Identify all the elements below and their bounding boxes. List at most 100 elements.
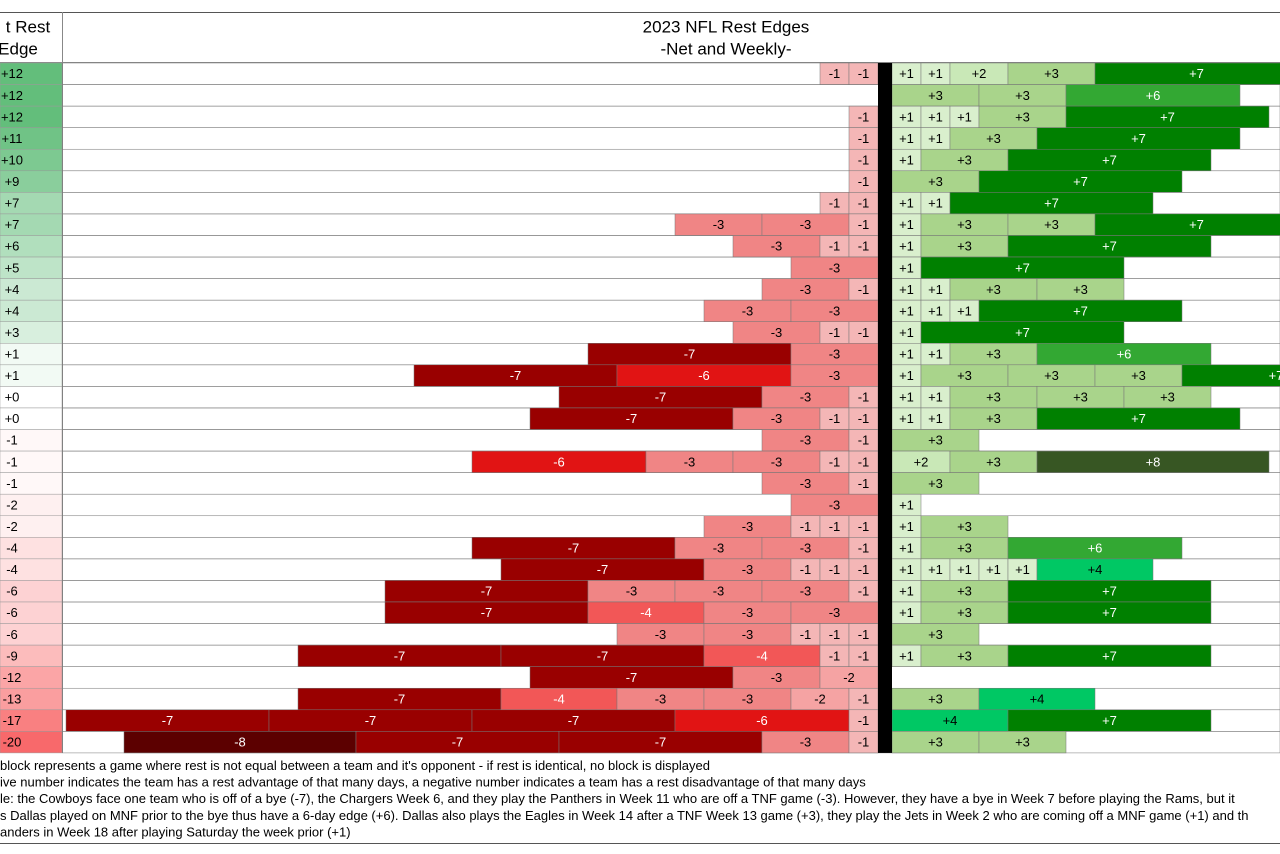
net-value: -1 <box>6 454 18 469</box>
rest-label: -3 <box>742 303 754 318</box>
rest-label: +1 <box>899 217 914 232</box>
rest-label: +7 <box>1073 174 1088 189</box>
note: ive number indicates the team has a rest… <box>0 775 866 790</box>
rest-label: -1 <box>858 282 870 297</box>
net-header: Edge <box>0 39 38 58</box>
rest-label: +3 <box>928 735 943 750</box>
rest-label: +1 <box>928 411 943 426</box>
rest-label: -1 <box>829 239 841 254</box>
rest-label: +1 <box>986 562 1001 577</box>
zero-divider <box>878 63 892 753</box>
rest-label: -3 <box>829 605 841 620</box>
rest-label: +3 <box>1015 109 1030 124</box>
rest-label: -6 <box>698 368 710 383</box>
title: 2023 NFL Rest Edges <box>643 17 810 36</box>
rest-label: -1 <box>829 66 841 81</box>
rest-label: +3 <box>1015 88 1030 103</box>
rest-label: -1 <box>829 562 841 577</box>
rest-label: +1 <box>899 346 914 361</box>
rest-label: +1 <box>899 605 914 620</box>
rest-label: +7 <box>1131 131 1146 146</box>
rest-label: -3 <box>800 476 812 491</box>
rest-label: -3 <box>713 584 725 599</box>
rest-label: -1 <box>858 390 870 405</box>
rest-label: -3 <box>800 282 812 297</box>
rest-label: -1 <box>858 735 870 750</box>
rest-label: -3 <box>655 691 667 706</box>
rest-label: +3 <box>1160 390 1175 405</box>
rest-label: -1 <box>858 648 870 663</box>
rest-label: +3 <box>1131 368 1146 383</box>
note: block represents a game where rest is no… <box>0 758 710 773</box>
rest-label: -3 <box>713 217 725 232</box>
rest-label: +1 <box>899 368 914 383</box>
rest-label: -1 <box>829 648 841 663</box>
rest-label: +3 <box>928 691 943 706</box>
rest-label: +3 <box>957 239 972 254</box>
rest-label: +6 <box>1088 541 1103 556</box>
rest-label: -6 <box>756 713 768 728</box>
rest-label: +1 <box>928 303 943 318</box>
rest-block <box>978 731 1067 754</box>
rest-label: -4 <box>756 648 768 663</box>
rest-label: -1 <box>800 562 812 577</box>
rest-label: +7 <box>1015 260 1030 275</box>
rest-label: -1 <box>858 691 870 706</box>
rest-label: -1 <box>858 584 870 599</box>
rest-label: +3 <box>1015 735 1030 750</box>
net-cell <box>0 731 63 754</box>
net-value: -4 <box>6 562 18 577</box>
rest-label: -3 <box>742 519 754 534</box>
rest-label: +1 <box>899 239 914 254</box>
rest-label: -1 <box>829 519 841 534</box>
rest-label: +7 <box>1102 713 1117 728</box>
rest-label: +3 <box>986 346 1001 361</box>
note: s Dallas played on MNF prior to the bye … <box>0 808 1249 823</box>
rest-label: -7 <box>655 390 667 405</box>
net-value: -12 <box>3 670 22 685</box>
rest-label: +3 <box>957 648 972 663</box>
net-value: +1 <box>5 346 20 361</box>
rest-label: -7 <box>568 713 580 728</box>
rest-label: -4 <box>553 691 565 706</box>
rest-label: -3 <box>771 411 783 426</box>
rest-label: -7 <box>394 691 406 706</box>
rest-label: +8 <box>1146 454 1161 469</box>
rest-label: -2 <box>843 670 855 685</box>
rest-label: +1 <box>957 109 972 124</box>
net-value: +10 <box>1 152 23 167</box>
rest-label: +1 <box>899 152 914 167</box>
rest-label: -3 <box>829 303 841 318</box>
rest-label: -7 <box>452 735 464 750</box>
rest-label: +3 <box>986 282 1001 297</box>
net-value: +5 <box>5 260 20 275</box>
net-value: +4 <box>5 303 20 318</box>
rest-label: -7 <box>684 346 696 361</box>
rest-label: -7 <box>394 648 406 663</box>
rest-label: -1 <box>858 131 870 146</box>
rest-label: -1 <box>858 627 870 642</box>
net-value: -4 <box>6 541 18 556</box>
rest-label: +1 <box>928 282 943 297</box>
rest-label: -1 <box>858 411 870 426</box>
rest-label: -3 <box>829 368 841 383</box>
rest-label: -3 <box>771 325 783 340</box>
rest-label: -1 <box>858 476 870 491</box>
rest-label: -3 <box>800 433 812 448</box>
rest-label: -3 <box>742 562 754 577</box>
rest-label: +4 <box>1088 562 1103 577</box>
net-value: -6 <box>6 627 18 642</box>
rest-label: -3 <box>800 584 812 599</box>
rest-label: -3 <box>713 541 725 556</box>
rest-label: +3 <box>957 519 972 534</box>
rest-label: +3 <box>957 605 972 620</box>
rest-label: +7 <box>1269 368 1280 383</box>
rest-label: +7 <box>1102 239 1117 254</box>
rest-label: +3 <box>1044 368 1059 383</box>
rest-label: +6 <box>1117 346 1132 361</box>
rest-label: -1 <box>800 519 812 534</box>
rest-label: +7 <box>1102 648 1117 663</box>
rest-label: +1 <box>899 497 914 512</box>
rest-label: -1 <box>858 454 870 469</box>
rest-label: -1 <box>858 519 870 534</box>
